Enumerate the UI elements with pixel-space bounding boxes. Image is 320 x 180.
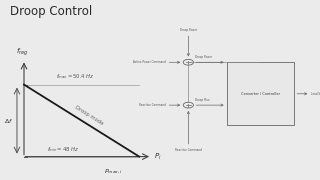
Bar bbox=[227, 62, 294, 125]
Text: $P_i$: $P_i$ bbox=[154, 152, 161, 162]
Text: Droop Flux: Droop Flux bbox=[195, 98, 210, 102]
Text: $f_{reg}$: $f_{reg}$ bbox=[16, 47, 28, 58]
Text: Load Signal Control: Load Signal Control bbox=[311, 92, 320, 96]
Text: $f_{min}=48\ Hz$: $f_{min}=48\ Hz$ bbox=[47, 146, 80, 154]
Text: $\Delta f$: $\Delta f$ bbox=[4, 117, 13, 125]
Text: Droop mode: Droop mode bbox=[74, 105, 104, 127]
Text: Active Power Command: Active Power Command bbox=[133, 60, 165, 64]
Text: Droop Control: Droop Control bbox=[10, 5, 92, 18]
Text: Droop Power: Droop Power bbox=[180, 28, 197, 32]
Text: Converter / Controller: Converter / Controller bbox=[241, 92, 280, 96]
Text: Reactive Command: Reactive Command bbox=[175, 148, 202, 152]
Text: Reactive Command: Reactive Command bbox=[139, 103, 165, 107]
Text: $P_{max,i}$: $P_{max,i}$ bbox=[105, 168, 123, 177]
Text: Droop Power: Droop Power bbox=[195, 55, 212, 59]
Text: $f_{max}=50.4\ Hz$: $f_{max}=50.4\ Hz$ bbox=[56, 73, 95, 81]
